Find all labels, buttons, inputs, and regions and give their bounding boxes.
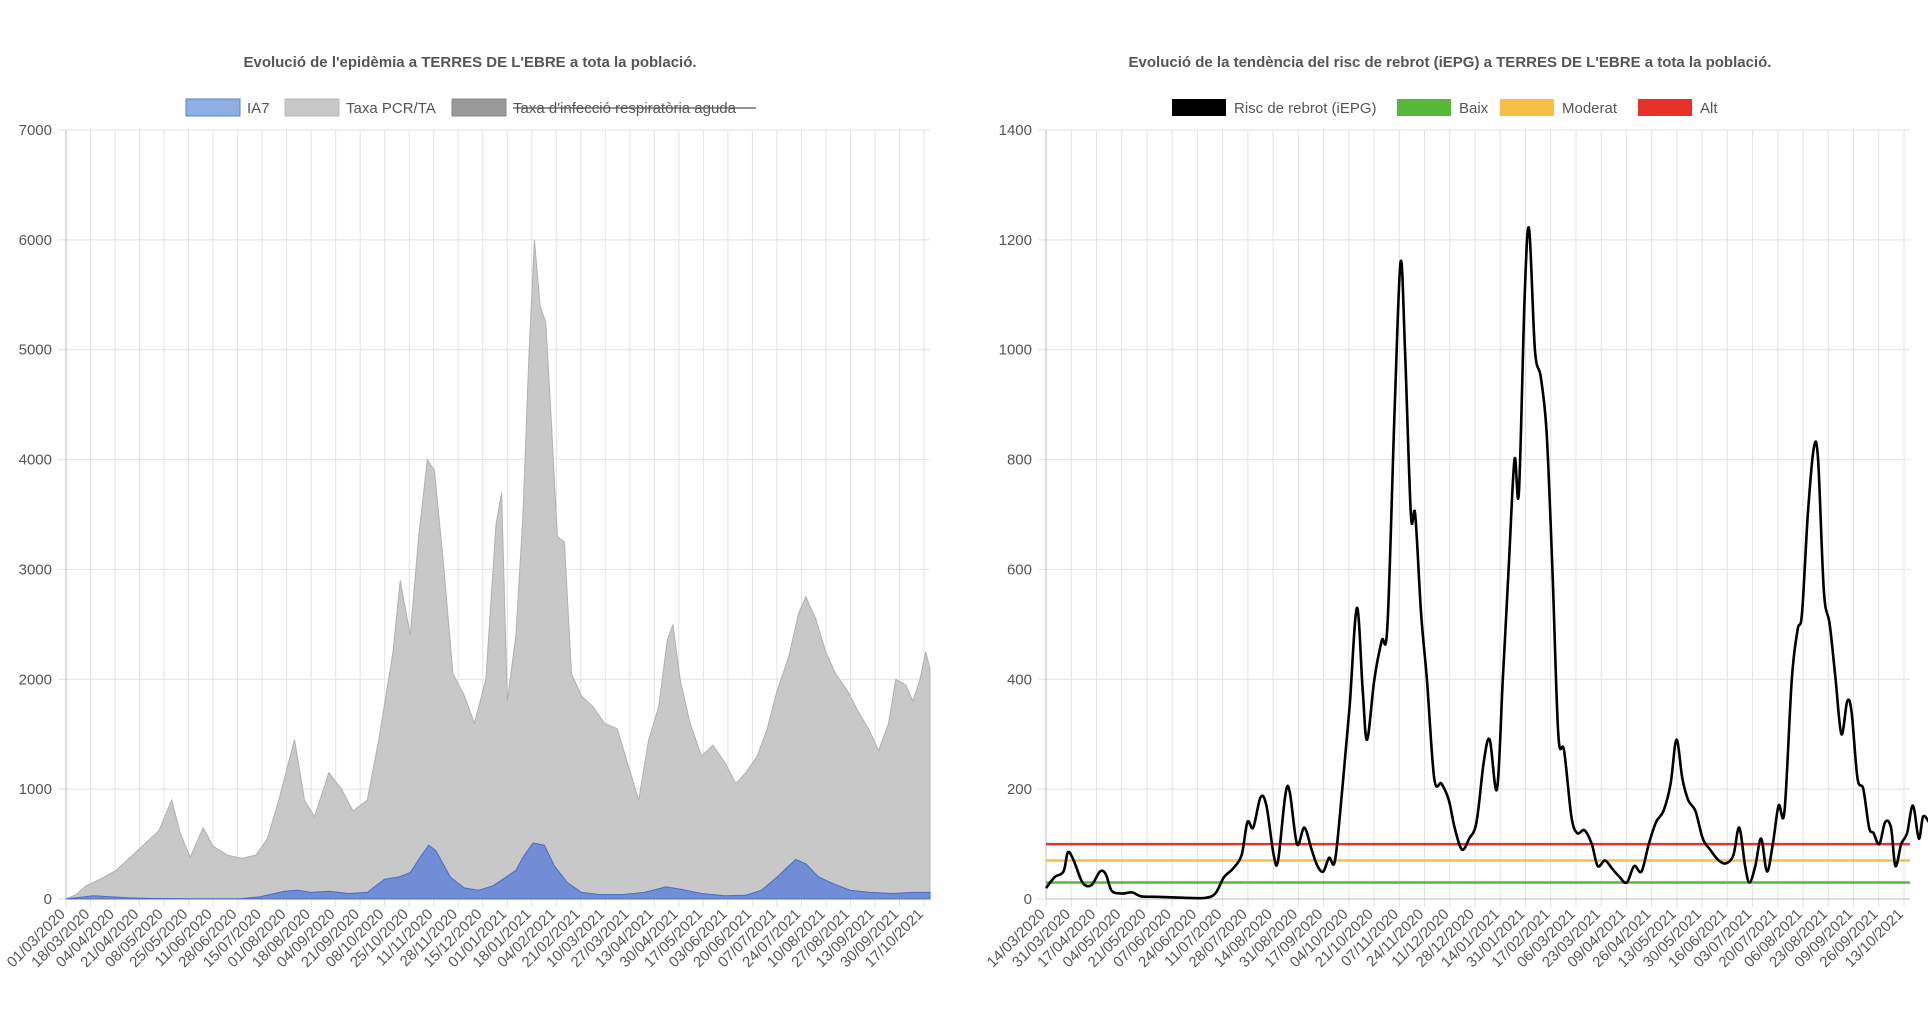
area-series-taxa-pcr[interactable] bbox=[65, 239, 931, 900]
legend-item-alt[interactable]: Alt bbox=[1638, 99, 1718, 117]
legend-swatch-taxa-pcr bbox=[284, 98, 340, 117]
epidemic-evolution-chart: Evolució de l'epidèmia a TERRES DE L'EBR… bbox=[4, 54, 931, 971]
legend-label-alt: Alt bbox=[1700, 100, 1718, 117]
y-tick-label: 800 bbox=[1007, 452, 1032, 469]
chart1-plot-area bbox=[65, 239, 931, 900]
legend-item-baix[interactable]: Baix bbox=[1397, 99, 1489, 117]
legend-label-ia7: IA7 bbox=[247, 100, 270, 117]
legend-item-moderat[interactable]: Moderat bbox=[1500, 99, 1618, 117]
chart2-legend: Risc de rebrot (iEPG) Baix Moderat Alt bbox=[1172, 99, 1718, 117]
y-tick-label: 1000 bbox=[999, 342, 1032, 359]
legend-swatch-alt bbox=[1638, 99, 1692, 116]
legend-swatch-ia7 bbox=[185, 98, 241, 117]
y-tick-label: 4000 bbox=[19, 452, 52, 469]
line-series-iepg[interactable] bbox=[1044, 226, 1928, 900]
y-tick-label: 2000 bbox=[19, 671, 52, 688]
chart2-title: Evolució de la tendència del risc de reb… bbox=[1129, 54, 1772, 71]
y-tick-label: 200 bbox=[1007, 781, 1032, 798]
chart2-plot-area bbox=[1044, 226, 1928, 900]
chart2-y-axis: 0 200 400 600 800 1000 1200 1400 bbox=[999, 122, 1032, 908]
chart2-grid bbox=[1038, 129, 1910, 907]
y-tick-label: 0 bbox=[1024, 891, 1032, 908]
chart1-title: Evolució de l'epidèmia a TERRES DE L'EBR… bbox=[243, 54, 696, 71]
y-tick-label: 1200 bbox=[999, 232, 1032, 249]
y-tick-label: 3000 bbox=[19, 561, 52, 578]
iepg-risk-chart: Evolució de la tendència del risc de reb… bbox=[984, 54, 1928, 971]
y-tick-label: 600 bbox=[1007, 561, 1032, 578]
legend-label-taxa-pcr: Taxa PCR/TA bbox=[346, 100, 436, 117]
chart1-y-axis: 0 1000 2000 3000 4000 5000 6000 7000 bbox=[19, 122, 52, 908]
legend-label-baix: Baix bbox=[1459, 100, 1489, 117]
y-tick-label: 0 bbox=[44, 891, 52, 908]
y-tick-label: 1400 bbox=[999, 122, 1032, 139]
y-tick-label: 1000 bbox=[19, 781, 52, 798]
legend-item-taxa-ira[interactable]: Taxa d'infecció respiratòria aguda bbox=[451, 98, 756, 117]
legend-item-risc[interactable]: Risc de rebrot (iEPG) bbox=[1172, 99, 1377, 117]
y-tick-label: 5000 bbox=[19, 342, 52, 359]
legend-swatch-baix bbox=[1397, 99, 1451, 116]
y-tick-label: 6000 bbox=[19, 232, 52, 249]
legend-item-taxa-pcr[interactable]: Taxa PCR/TA bbox=[284, 98, 436, 117]
area-series-ia7[interactable] bbox=[65, 842, 931, 900]
y-tick-label: 7000 bbox=[19, 122, 52, 139]
y-tick-label: 400 bbox=[1007, 671, 1032, 688]
chart1-legend: IA7 Taxa PCR/TA Taxa d'infecció respirat… bbox=[185, 98, 756, 117]
chart2-x-axis: 14/03/202031/03/202017/04/202004/05/2020… bbox=[984, 906, 1907, 971]
legend-item-ia7[interactable]: IA7 bbox=[185, 98, 270, 117]
legend-label-risc: Risc de rebrot (iEPG) bbox=[1234, 100, 1377, 117]
chart1-x-axis: 01/03/202018/03/202004/04/202021/04/2020… bbox=[4, 906, 927, 971]
legend-label-moderat: Moderat bbox=[1562, 100, 1618, 117]
legend-swatch-moderat bbox=[1500, 99, 1554, 116]
legend-swatch-taxa-ira bbox=[451, 98, 507, 117]
legend-swatch-risc bbox=[1172, 99, 1226, 116]
chart2-threshold-lines bbox=[1046, 842, 1910, 884]
